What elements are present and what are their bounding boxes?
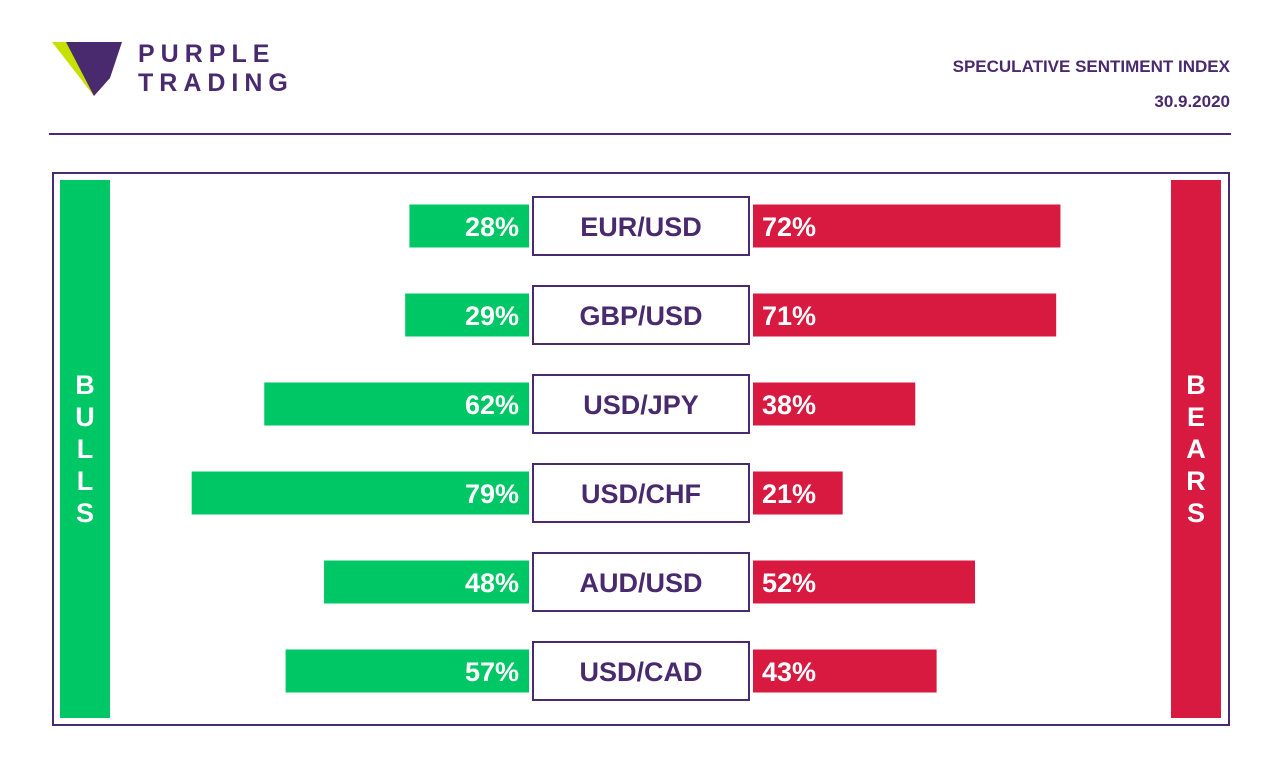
header-divider [49, 133, 1231, 135]
side-label-letter: A [1186, 434, 1206, 464]
pair-label-box [532, 463, 750, 523]
bull-value-label: 48% [465, 568, 519, 598]
purple-trading-logo: PURPLE TRADING [52, 40, 312, 100]
side-label-letter: B [75, 370, 95, 400]
pair-label-box [532, 641, 750, 701]
bear-bar [753, 382, 916, 426]
logo-wordmark: PURPLE TRADING [138, 40, 294, 98]
pair-label-box [532, 374, 750, 434]
bear-value-label: 52% [762, 568, 816, 598]
bull-value-label: 57% [465, 657, 519, 687]
bear-value-label: 72% [762, 212, 816, 242]
pair-label: USD/JPY [583, 390, 699, 420]
side-label-letter: L [76, 434, 94, 464]
side-label-letter: U [75, 402, 95, 432]
bull-bar [409, 204, 529, 248]
chart-frame [52, 172, 1230, 726]
bear-bar [753, 560, 976, 604]
side-label-letter: E [1186, 402, 1205, 432]
bear-value-label: 38% [762, 390, 816, 420]
report-date: 30.9.2020 [1154, 92, 1230, 111]
bear-bar [753, 204, 1061, 248]
pair-label-box [532, 552, 750, 612]
side-label-letter: S [75, 498, 94, 528]
side-label-letter: B [1186, 370, 1206, 400]
bear-bar [753, 471, 843, 515]
page-title: SPECULATIVE SENTIMENT INDEX [952, 57, 1230, 76]
bear-bar [753, 649, 937, 693]
side-label-letter: S [1186, 498, 1205, 528]
pair-label-box [532, 285, 750, 345]
pair-label: USD/CHF [581, 479, 701, 509]
bull-value-label: 62% [465, 390, 519, 420]
bull-bar [285, 649, 529, 693]
bear-value-label: 71% [762, 301, 816, 331]
bull-bar [264, 382, 529, 426]
bear-bar [753, 293, 1057, 337]
logo-line-1: PURPLE [138, 40, 276, 68]
pair-label: GBP/USD [579, 301, 702, 331]
bull-value-label: 29% [465, 301, 519, 331]
pair-label: AUD/USD [579, 568, 702, 598]
pair-label: USD/CAD [579, 657, 702, 687]
side-label-letter: L [76, 466, 94, 496]
side-label-letter: R [1186, 466, 1206, 496]
bull-value-label: 79% [465, 479, 519, 509]
bull-bar [405, 293, 529, 337]
bull-value-label: 28% [465, 212, 519, 242]
bull-bar [191, 471, 530, 515]
logo-line-2: TRADING [138, 69, 294, 97]
bear-value-label: 21% [762, 479, 816, 509]
bear-value-label: 43% [762, 657, 816, 687]
pair-label: EUR/USD [580, 212, 702, 242]
bull-bar [324, 560, 529, 604]
pair-label-box [532, 196, 750, 256]
logo-mark-icon [52, 42, 122, 96]
